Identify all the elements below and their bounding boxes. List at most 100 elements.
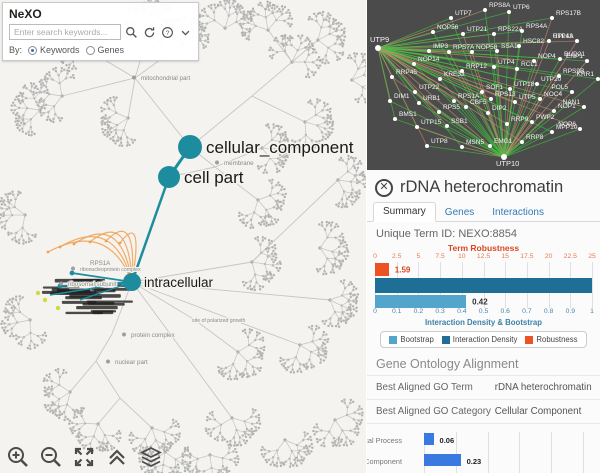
term-small-label: site of polarized growth [192,318,245,324]
gene-node[interactable]: MSN5 [460,139,484,149]
gene-node[interactable]: RPS17B [550,10,581,20]
gene-node[interactable]: EMG1 [488,138,513,148]
fit-content-button[interactable] [72,445,96,469]
gene-node[interactable]: UTP6 [507,4,530,14]
term-small-label: nuclear part [115,359,148,366]
gene-node[interactable]: CBF5 [464,99,487,109]
term-node-cellular-component[interactable] [178,135,202,159]
gene-label: SSB1 [451,118,468,125]
gene-node[interactable]: RPL4A [547,33,574,43]
help-icon[interactable]: ? [161,25,175,39]
gene-node[interactable]: UTP18 [508,81,535,91]
axis-tick: 20 [544,253,553,260]
gene-node[interactable]: DIP2 [486,105,507,115]
close-icon[interactable]: ✕ [375,178,393,197]
radio-keywords-dot[interactable] [28,45,38,55]
gene-node[interactable]: RPS8A [483,2,511,12]
gene-node[interactable]: RRP12 [460,63,487,73]
bar-value-label: 0.23 [466,456,482,466]
collapse-chevrons-button[interactable] [105,445,129,469]
interaction-network-canvas[interactable]: UTP9 UTP10 UTP7 NOP56 UTP21 RPS8A UTP6 RPS17B RP… [367,0,600,170]
gene-node[interactable]: NOP56 [431,24,459,34]
gene-node[interactable]: NOP4 [532,53,556,63]
gene-node[interactable]: ENP1 [566,53,589,63]
gene-node[interactable]: KRE33 [438,71,465,81]
search-input[interactable] [9,24,121,40]
gene-node[interactable]: RPS9B [557,68,584,78]
gene-node[interactable]: HSC82 [517,38,544,48]
gene-label: HSC82 [523,38,544,45]
gene-node[interactable]: UTP7 [449,10,472,20]
gene-node[interactable]: POL5 [551,84,574,94]
gene-node[interactable]: UTP8 [425,138,448,148]
gridline [424,432,425,473]
gene-node[interactable]: RRP9 [505,116,529,126]
gene-node[interactable]: RPS22A [492,26,524,36]
gene-node[interactable]: UTP20 [535,76,562,86]
gene-node[interactable]: RPS1A [452,93,480,103]
ontology-canvas[interactable]: mitochondrial part membrane protein comple… [0,0,366,473]
svg-text:?: ? [166,29,170,36]
tab-interactions[interactable]: Interactions [492,207,544,218]
gene-node[interactable]: UTP13 [553,33,579,43]
chart-legend: Bootstrap Interaction Density Robustness [380,331,587,348]
zoom-in-button[interactable] [6,445,30,469]
gene-node[interactable]: NAN1 [563,99,586,109]
gene-node[interactable]: RPS13 [489,91,516,101]
gene-node[interactable]: UTP15 [415,119,442,129]
radio-genes[interactable]: Genes [85,45,124,55]
gene-node[interactable]: NOP14 [412,56,440,66]
legend-swatch [441,335,450,344]
gene-node[interactable]: UTP21 [461,26,488,36]
gene-node[interactable]: RPS4A [520,23,548,33]
gene-node[interactable]: SSA1 [495,43,518,53]
gene-label: RPS17B [556,10,581,17]
interaction-network-panel[interactable]: UTP9 UTP10 UTP7 NOP56 UTP21 RPS8A UTP6 RPS17B RP… [366,0,600,170]
gene-node[interactable]: RCL1 [515,61,538,71]
gene-node[interactable]: KRR1 [577,71,600,81]
gene-node[interactable]: RRP8 [520,134,544,144]
gene-node[interactable]: URB1 [417,95,441,105]
gene-label: UTP10 [496,159,519,168]
chevron-down-icon[interactable] [178,25,192,39]
gene-label: UTP20 [541,76,562,83]
gene-node[interactable]: SOF1 [480,84,503,94]
gene-node[interactable]: UTP10 [496,154,519,168]
gene-node[interactable]: PWP2 [530,114,555,124]
term-small-label: membrane [224,160,254,167]
gene-node[interactable]: UTP22 [413,84,440,94]
row-key: Best Aligned GO Category [376,406,491,417]
gene-node[interactable]: IMP3 [427,43,449,53]
radio-keywords[interactable]: Keywords [28,45,80,55]
tab-genes[interactable]: Genes [444,207,475,218]
axis-tick: 0.9 [565,308,576,315]
term-node-intracellular[interactable] [123,273,141,291]
gene-node[interactable]: UTP4 [492,59,515,69]
gene-node[interactable]: RPS7A [447,44,475,54]
gene-node[interactable]: UTP5 [513,94,536,104]
gene-node[interactable]: NOP58 [470,44,498,54]
refresh-icon[interactable] [143,25,157,39]
layers-button[interactable] [138,445,163,469]
gene-node[interactable]: MPP10 [550,124,578,134]
gene-node[interactable]: UTP9 [370,35,389,51]
zoom-out-button[interactable] [39,445,63,469]
ontology-tree-panel[interactable]: mitochondrial part membrane protein comple… [0,0,366,473]
gene-node[interactable]: SSB1 [445,118,468,128]
gene-label: UTP18 [514,81,535,88]
tab-summary[interactable]: Summary [373,202,436,222]
gene-node[interactable]: RPS5 [437,104,460,114]
term-node-cell-part[interactable] [158,166,180,188]
gene-node[interactable]: RRP45 [390,69,417,79]
gene-node[interactable]: NOP1 [552,103,576,113]
bar-value-label: 0.06 [439,435,455,445]
gene-node[interactable]: NOC4 [538,91,562,101]
gene-node[interactable]: BUD21 [558,51,585,61]
search-icon[interactable] [125,25,139,39]
radio-genes-dot[interactable] [85,45,95,55]
axis-tick: 2.5 [391,253,402,260]
gene-label: MPP10 [556,124,578,131]
gene-node[interactable]: NOP6 [558,121,582,131]
gene-node[interactable]: DIM1 [388,93,410,103]
gene-node[interactable]: BMS1 [393,111,417,121]
